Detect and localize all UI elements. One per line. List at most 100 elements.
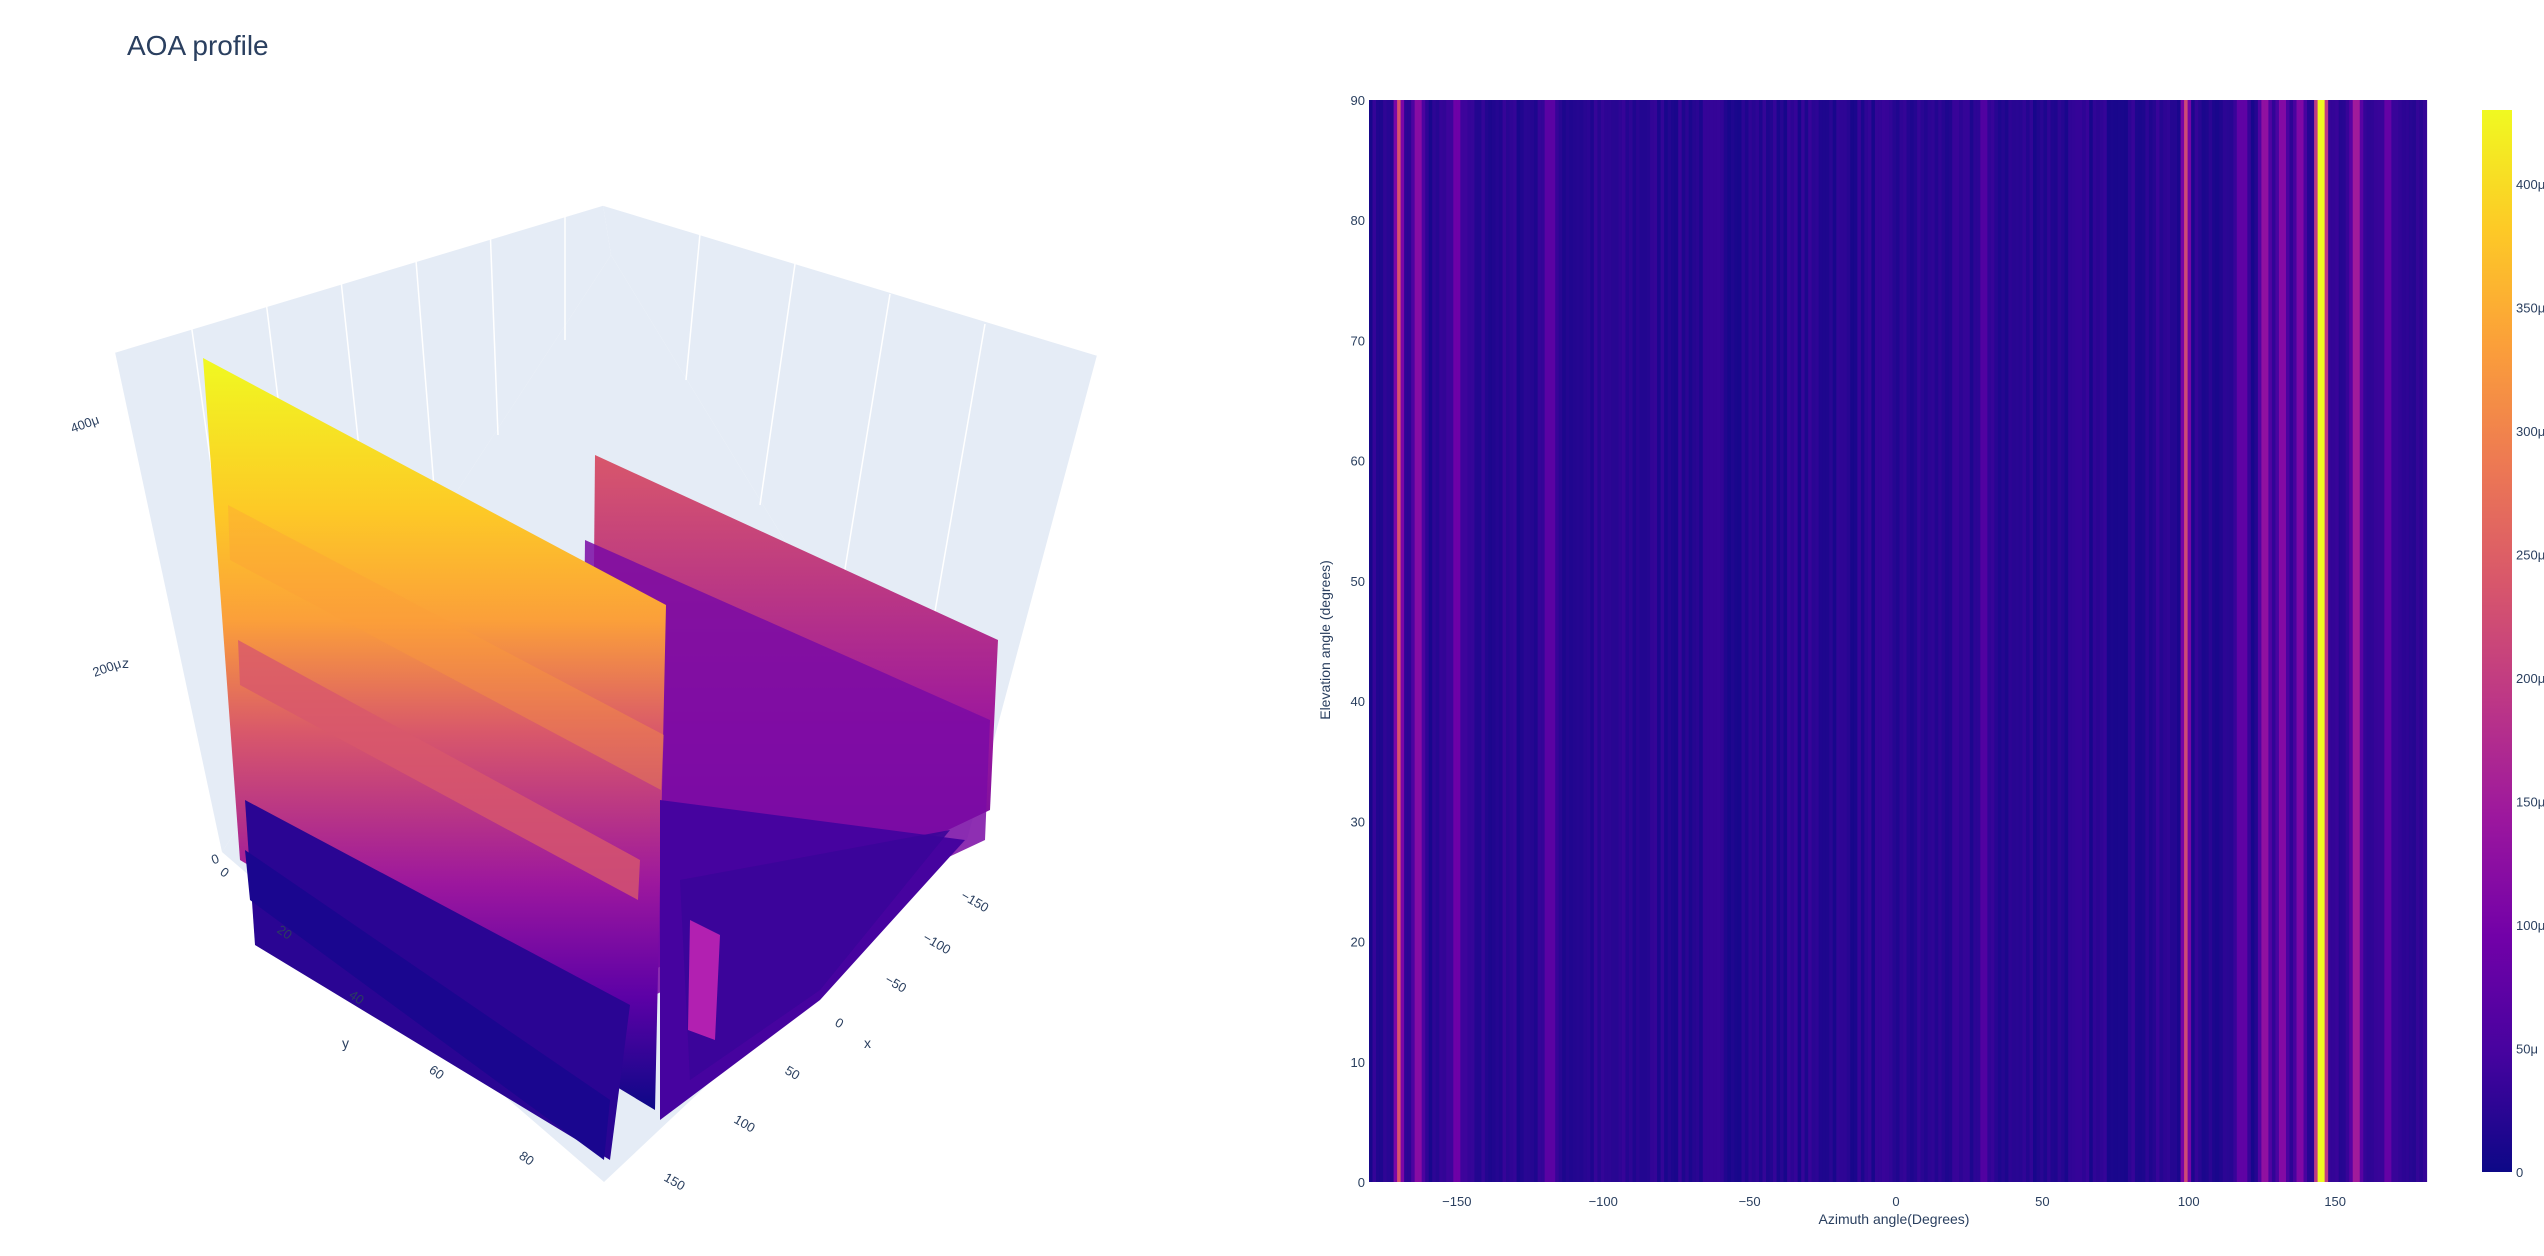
heatmap-cell: [1762, 100, 1767, 1182]
heatmap-cell: [1411, 100, 1416, 1182]
heatmap-cell: [2275, 100, 2280, 1182]
heatmap-cell: [2285, 100, 2291, 1182]
heatmap-x-tick-label: −150: [1442, 1194, 1471, 1209]
heatmap-cell: [2011, 100, 2017, 1182]
heatmap-cell: [1776, 100, 1781, 1182]
heatmap-cell: [1393, 100, 1398, 1182]
colorbar-tick-label: 100μ: [2516, 918, 2544, 933]
heatmap-cell: [2141, 100, 2147, 1182]
heatmap-cell: [1990, 100, 1995, 1182]
heatmap-cell: [1502, 100, 1507, 1182]
heatmap-cell: [1527, 100, 1532, 1182]
heatmap-cell: [2085, 100, 2090, 1182]
heatmap-cell: [1896, 100, 1901, 1182]
heatmap-cell: [1544, 100, 1549, 1182]
heatmap-cell: [2110, 100, 2115, 1182]
heatmap-cell: [2296, 100, 2301, 1182]
colorbar-tick-label: 200μ: [2516, 671, 2544, 686]
heatmap-cell: [1523, 100, 1528, 1182]
heatmap-cell: [2201, 100, 2206, 1182]
heatmap-cell: [1481, 100, 1486, 1182]
heatmap-cell: [1688, 100, 1693, 1182]
heatmap-cell: [2366, 100, 2371, 1182]
heatmap-cell: [2384, 100, 2389, 1182]
heatmap-cell: [2082, 100, 2087, 1182]
heatmap-x-tick-label: −50: [1739, 1194, 1761, 1209]
heatmap-y-tick-label: 90: [1351, 93, 1365, 108]
heatmap-cell: [1815, 100, 1820, 1182]
heatmap-cell: [1730, 100, 1735, 1182]
heatmap-cell: [1867, 100, 1872, 1182]
heatmap-cell: [1643, 100, 1648, 1182]
heatmap-cell: [2071, 100, 2076, 1182]
heatmap-cell: [1920, 100, 1925, 1182]
heatmap-cell: [2282, 100, 2287, 1182]
heatmap-x-tick-label: 50: [2035, 1194, 2049, 1209]
heatmap-cell: [2317, 100, 2322, 1182]
heatmap-cell: [2159, 100, 2164, 1182]
heatmap-cell: [1565, 100, 1570, 1182]
heatmap-cell: [2180, 100, 2185, 1182]
heatmap-x-ticks: −150 −100 −50 0 50 100 150: [1442, 1194, 2346, 1209]
heatmap-cell: [2324, 100, 2329, 1182]
heatmap-cell: [2015, 100, 2020, 1182]
heatmap-cell: [1653, 100, 1658, 1182]
heatmap-cell: [1983, 100, 1988, 1182]
heatmap-cell: [1618, 100, 1623, 1182]
heatmap-cell: [2004, 100, 2010, 1182]
heatmap-cell: [1699, 100, 1704, 1182]
surface-x-tick-label: 50: [783, 1063, 803, 1083]
heatmap-cell: [1530, 100, 1535, 1182]
heatmap-cell: [2321, 100, 2326, 1182]
heatmap-y-ticks: 0 10 20 30 40 50 60 70 80 90: [1351, 93, 1365, 1190]
heatmap-cell: [1910, 100, 1915, 1182]
heatmap-cell: [2025, 100, 2031, 1182]
heatmap-cell: [1860, 100, 1865, 1182]
heatmap-cell: [1702, 100, 1707, 1182]
heatmap-cell: [1632, 100, 1637, 1182]
heatmap-cell: [1439, 100, 1444, 1182]
heatmap-cell: [1414, 100, 1419, 1182]
heatmap-cell: [1579, 100, 1584, 1182]
heatmap-cell: [2191, 100, 2196, 1182]
heatmap-cell: [2240, 100, 2245, 1182]
heatmap-cell: [2120, 100, 2125, 1182]
heatmap-cell: [1509, 100, 1514, 1182]
heatmap-cell: [1959, 100, 1964, 1182]
heatmap-cell: [1456, 100, 1461, 1182]
heatmap-cell: [1892, 100, 1897, 1182]
heatmap-cell: [2271, 100, 2277, 1182]
colorbar[interactable]: [2482, 110, 2512, 1172]
heatmap-cell: [1790, 100, 1795, 1182]
heatmap-cell: [2194, 100, 2199, 1182]
surface-ridge-main-edge: [228, 505, 664, 790]
heatmap-y-tick-label: 40: [1351, 694, 1365, 709]
heatmap-cell: [2391, 100, 2396, 1182]
heatmap-cell: [1628, 100, 1634, 1182]
heatmap-cell: [2033, 100, 2038, 1182]
heatmap-cell: [2247, 100, 2252, 1182]
heatmap-cell: [2057, 100, 2062, 1182]
heatmap-cell: [1621, 100, 1627, 1182]
heatmap-cell: [1748, 100, 1753, 1182]
heatmap-cell: [1604, 100, 1609, 1182]
heatmap-cell: [2222, 100, 2227, 1182]
heatmap-cell: [1435, 100, 1440, 1182]
heatmap-cell: [2289, 100, 2294, 1182]
heatmap-cell: [1773, 100, 1778, 1182]
heatmap-cell: [1987, 100, 1992, 1182]
heatmap-cell: [1871, 100, 1876, 1182]
heatmap-cell: [2278, 100, 2284, 1182]
heatmap-x-axis-label: Azimuth angle(Degrees): [1819, 1211, 1970, 1227]
heatmap-cells[interactable]: [1369, 100, 2428, 1182]
heatmap-cell: [1885, 100, 1890, 1182]
heatmap-cell: [1498, 100, 1504, 1182]
heatmap-cell: [2173, 100, 2178, 1182]
heatmap-cell: [1934, 100, 1939, 1182]
heatmap-cell: [2264, 100, 2270, 1182]
heatmap-cell: [1695, 100, 1700, 1182]
heatmap-cell: [1822, 100, 1827, 1182]
